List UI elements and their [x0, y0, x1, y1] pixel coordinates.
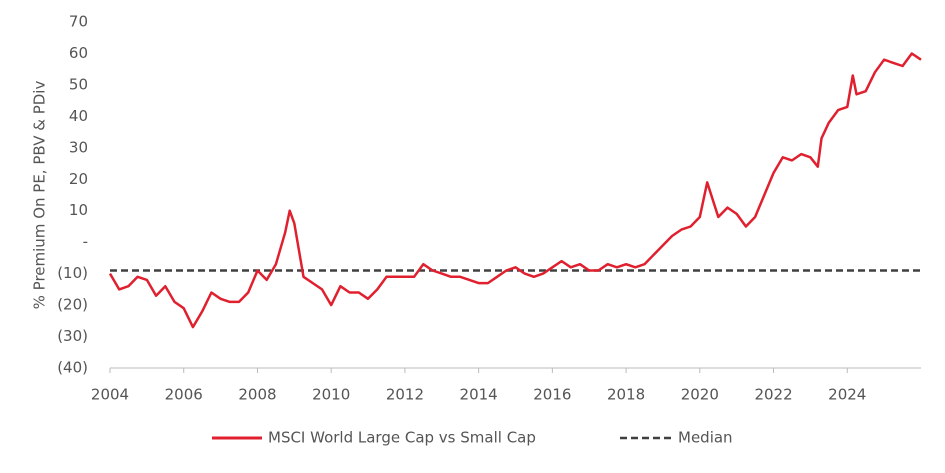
x-tick-label: 2008 [238, 386, 276, 404]
y-tick-label: 50 [69, 75, 88, 93]
y-tick-label: 40 [69, 107, 88, 125]
y-axis-title: % Premium On PE, PBV & PDiv [31, 81, 49, 310]
x-tick-label: 2006 [165, 386, 203, 404]
y-tick-label: 60 [69, 44, 88, 62]
legend-label: Median [678, 429, 733, 447]
x-tick-label: 2010 [312, 386, 350, 404]
legend-label: MSCI World Large Cap vs Small Cap [268, 429, 536, 447]
y-tick-label: 70 [69, 13, 88, 31]
x-tick-label: 2016 [533, 386, 571, 404]
y-tick-label: - [83, 233, 88, 251]
x-tick-label: 2004 [91, 386, 129, 404]
x-tick-label: 2020 [681, 386, 719, 404]
x-tick-label: 2012 [386, 386, 424, 404]
x-tick-label: 2024 [828, 386, 866, 404]
y-tick-label: (10) [57, 264, 88, 282]
y-tick-label: (40) [57, 359, 88, 377]
y-tick-label: (20) [57, 296, 88, 314]
y-tick-label: 20 [69, 170, 88, 188]
x-tick-label: 2018 [607, 386, 645, 404]
y-tick-label: 30 [69, 138, 88, 156]
series-line [108, 52, 922, 329]
x-tick-label: 2022 [754, 386, 792, 404]
x-tick-label: 2014 [460, 386, 498, 404]
y-tick-label: (30) [57, 327, 88, 345]
y-tick-label: 10 [69, 201, 88, 219]
